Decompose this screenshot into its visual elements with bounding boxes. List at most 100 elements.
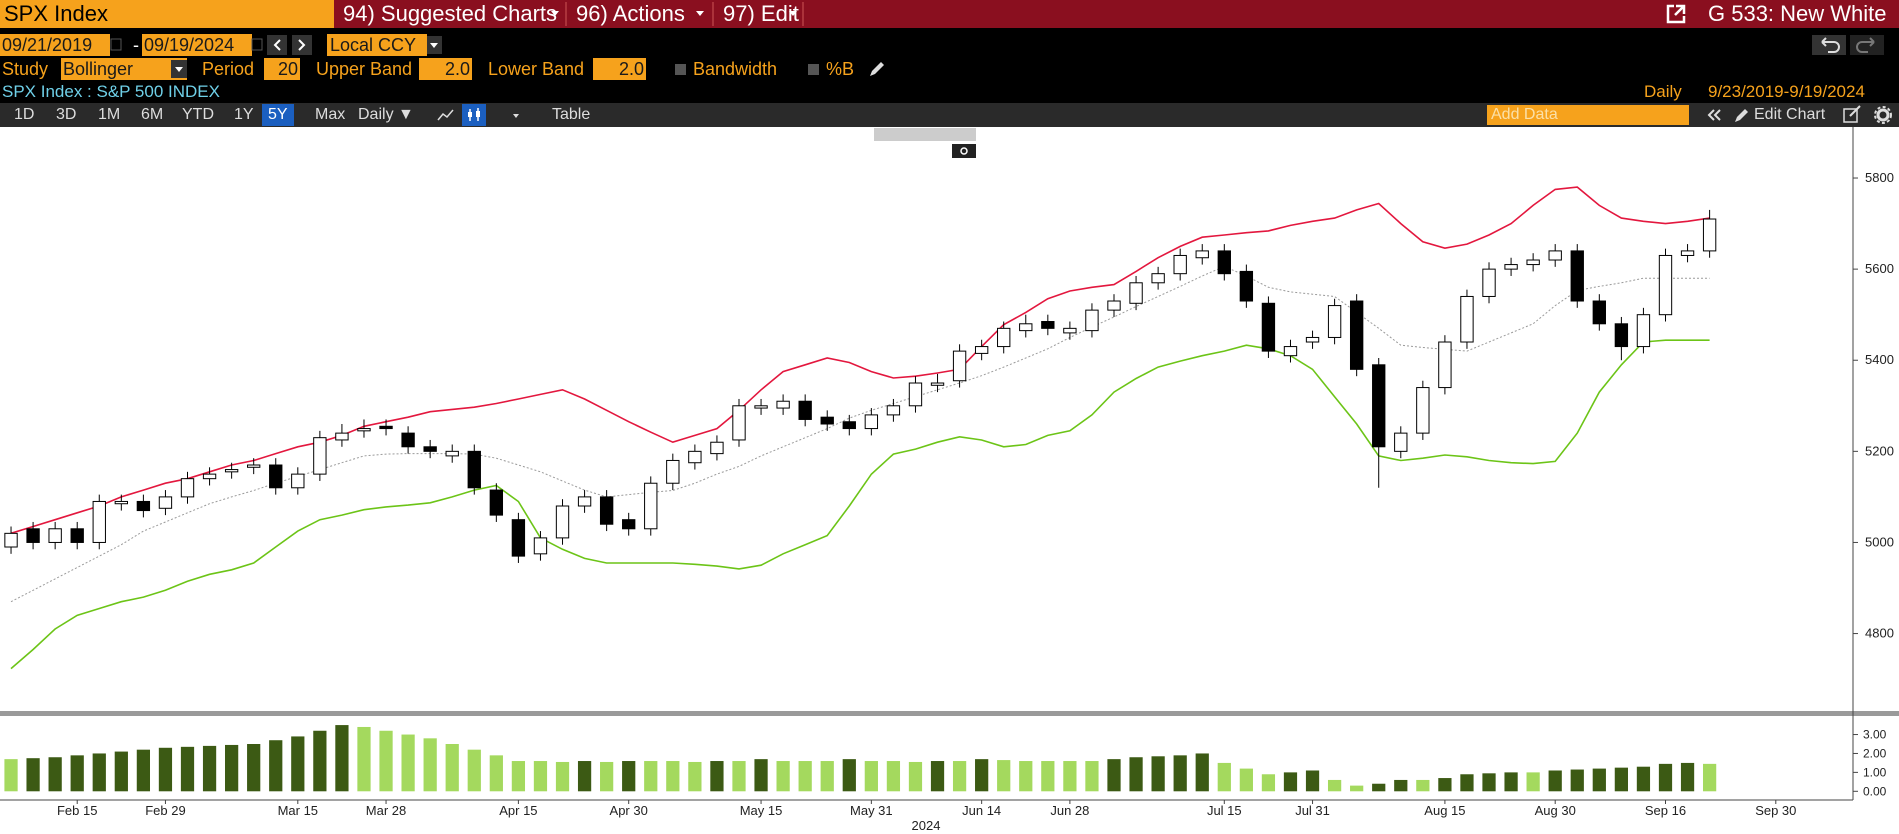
undo-redo[interactable] xyxy=(1810,34,1890,56)
bandwidth-bar xyxy=(1129,757,1143,792)
candle-body xyxy=(1592,300,1606,325)
bandwidth-bar xyxy=(48,757,62,792)
add-data-field[interactable]: Add Data xyxy=(1487,105,1689,125)
bandwidth-bar xyxy=(930,761,945,792)
bandwidth-bar xyxy=(180,746,195,792)
bandwidth-bar xyxy=(864,761,878,792)
range-button[interactable]: 1D xyxy=(14,106,35,123)
candle-body xyxy=(798,400,812,420)
x-tick-label: Jun 14 xyxy=(962,803,1001,818)
candle-body xyxy=(908,382,923,407)
bandwidth-bar xyxy=(291,736,305,792)
bandwidth-bar xyxy=(445,744,459,792)
date-controls xyxy=(110,35,442,55)
x-tick-label: Mar 15 xyxy=(278,803,318,818)
bandwidth-bar xyxy=(820,761,834,792)
edit-chart-button[interactable]: Edit Chart xyxy=(1754,106,1826,123)
bandwidth-bar xyxy=(1327,779,1342,792)
study-controls xyxy=(171,60,884,78)
candle-body xyxy=(92,500,106,543)
bandwidth-bar xyxy=(1482,773,1496,792)
bandwidth-bar xyxy=(70,755,84,792)
bandwidth-bar xyxy=(4,759,18,792)
candle-body xyxy=(1636,314,1651,348)
candle-body xyxy=(1129,282,1143,304)
candle-body xyxy=(1151,273,1165,284)
bandwidth-toggle[interactable]: Bandwidth xyxy=(693,59,778,79)
candle-body xyxy=(247,464,261,468)
bandwidth-bar xyxy=(842,759,856,792)
bandwidth-bar xyxy=(886,761,901,792)
y-tick-label: 2.00 xyxy=(1863,746,1887,760)
bandwidth-bar xyxy=(710,761,724,792)
bandwidth-bar xyxy=(1085,761,1099,792)
candle-body xyxy=(1349,300,1364,370)
candle-body xyxy=(1438,341,1452,389)
bandwidth-bar xyxy=(1217,762,1231,792)
candle-body xyxy=(1217,250,1231,275)
x-tick-label: Sep 16 xyxy=(1645,803,1686,818)
bandwidth-bar xyxy=(1195,753,1209,792)
x-tick-label: Feb 15 xyxy=(57,803,97,818)
period-label: Period xyxy=(202,59,255,79)
range-button[interactable]: 1Y xyxy=(234,106,254,123)
candle-body xyxy=(1394,432,1408,452)
candle-body xyxy=(70,528,84,543)
candle-body xyxy=(1548,250,1562,261)
menu[interactable]: 97) Edit xyxy=(723,1,799,26)
candle-body xyxy=(754,405,768,409)
candle-body xyxy=(379,425,393,430)
candle-body xyxy=(511,519,526,557)
percent-b-toggle[interactable]: %B xyxy=(826,59,855,79)
y-tick-label: 0.00 xyxy=(1863,784,1887,798)
bandwidth-bar xyxy=(1107,759,1121,792)
study-field[interactable]: Bollinger xyxy=(61,58,187,80)
candle-body xyxy=(1261,302,1276,352)
range-button[interactable]: 5Y xyxy=(262,104,294,126)
chart-type-buttons[interactable] xyxy=(430,104,530,126)
menu[interactable]: 96) Actions xyxy=(576,1,685,26)
bandwidth-bar xyxy=(1372,783,1386,792)
candle-body xyxy=(599,496,614,525)
menu[interactable]: 94) Suggested Charts xyxy=(343,1,558,26)
candle-body xyxy=(732,405,746,441)
range-button[interactable]: YTD xyxy=(182,106,214,123)
bandwidth-bar xyxy=(489,755,503,792)
bandwidth-bar xyxy=(1438,778,1452,792)
range-button[interactable]: 1M xyxy=(98,106,121,123)
lower-band-label: Lower Band xyxy=(488,59,585,79)
currency-field[interactable]: Local CCY xyxy=(327,34,427,56)
table-button[interactable]: Table xyxy=(552,106,591,123)
y-tick-label: 5600 xyxy=(1865,261,1894,276)
range-button[interactable]: 6M xyxy=(141,106,164,123)
bandwidth-bar xyxy=(26,758,40,792)
bandwidth-bar xyxy=(423,738,437,792)
range-button[interactable]: Max xyxy=(315,106,346,123)
candle-body xyxy=(291,473,305,489)
bandwidth-bar xyxy=(401,734,415,792)
lower-band xyxy=(10,339,1710,670)
end-date[interactable]: 09/19/2024 xyxy=(142,34,252,56)
candle-body xyxy=(776,400,790,409)
ticker-field[interactable]: SPX Index xyxy=(0,0,334,28)
security-name: SPX Index : S&P 500 INDEX xyxy=(2,82,220,101)
chart-tools[interactable] xyxy=(1700,104,1899,126)
periodicity-button[interactable]: Daily ▼ xyxy=(358,106,414,123)
bandwidth-bar xyxy=(136,749,151,792)
bandwidth-bar xyxy=(1702,763,1717,792)
bandwidth-bar xyxy=(357,726,371,792)
x-tick-label: Mar 28 xyxy=(366,803,406,818)
candle-body xyxy=(1526,259,1540,266)
bandwidth-bar xyxy=(1504,772,1518,792)
bandwidth-bar xyxy=(1041,761,1055,792)
bandwidth-bar xyxy=(1680,762,1695,792)
range-button[interactable]: 3D xyxy=(56,106,77,123)
lower-band-field[interactable]: 2.0 xyxy=(593,58,646,80)
floating-tools[interactable] xyxy=(874,128,976,158)
bandwidth-bar xyxy=(225,744,239,792)
period-field[interactable]: 20 xyxy=(264,58,300,80)
start-date[interactable]: 09/21/2019 xyxy=(0,34,110,56)
upper-band-field[interactable]: 2.0 xyxy=(419,58,472,80)
bandwidth-bar xyxy=(158,747,173,792)
y-tick-label: 5800 xyxy=(1865,170,1894,185)
